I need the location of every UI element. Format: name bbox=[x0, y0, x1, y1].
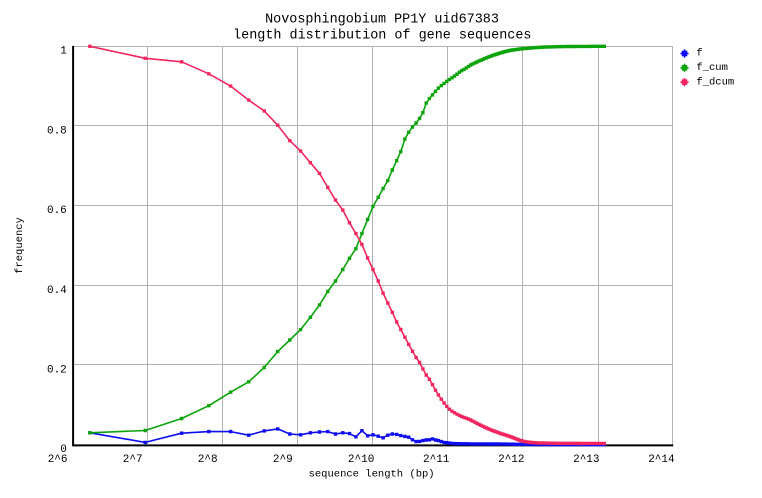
svg-text:length distribution of gene se: length distribution of gene sequences bbox=[233, 28, 531, 43]
svg-text:0.2: 0.2 bbox=[47, 365, 67, 377]
svg-text:Novosphingobium PP1Y uid67383: Novosphingobium PP1Y uid67383 bbox=[265, 12, 499, 27]
svg-text:2^11: 2^11 bbox=[423, 454, 450, 466]
svg-text:frequency: frequency bbox=[14, 217, 26, 274]
svg-text:f_cum: f_cum bbox=[696, 62, 728, 74]
svg-text:0.8: 0.8 bbox=[47, 125, 67, 137]
svg-text:1: 1 bbox=[60, 46, 67, 58]
svg-text:2^9: 2^9 bbox=[273, 454, 293, 466]
svg-text:2^8: 2^8 bbox=[198, 454, 218, 466]
svg-text:0.6: 0.6 bbox=[47, 205, 67, 217]
svg-text:2^13: 2^13 bbox=[573, 454, 599, 466]
svg-text:f_dcum: f_dcum bbox=[696, 76, 734, 88]
svg-text:0.4: 0.4 bbox=[47, 285, 67, 297]
svg-text:2^7: 2^7 bbox=[123, 454, 143, 466]
svg-text:2^10: 2^10 bbox=[348, 454, 374, 466]
svg-text:0: 0 bbox=[60, 444, 67, 456]
svg-text:2^14: 2^14 bbox=[648, 454, 675, 466]
svg-text:2^12: 2^12 bbox=[498, 454, 524, 466]
svg-text:2^6: 2^6 bbox=[48, 454, 68, 466]
svg-text:sequence length (bp): sequence length (bp) bbox=[309, 469, 435, 481]
svg-text:f: f bbox=[696, 47, 702, 59]
